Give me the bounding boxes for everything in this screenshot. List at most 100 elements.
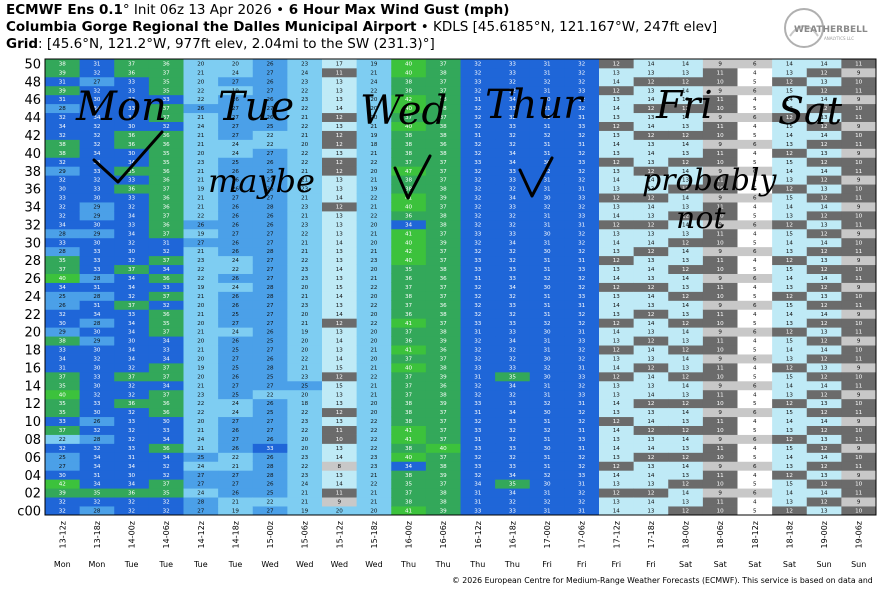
heatmap-cell xyxy=(114,336,150,346)
heatmap-cell xyxy=(668,76,704,87)
cell-value: 31 xyxy=(543,267,551,273)
cell-value: 34 xyxy=(128,321,136,327)
cell-value: 21 xyxy=(370,70,378,76)
cell-value: 27 xyxy=(266,106,274,112)
heatmap-cell xyxy=(564,166,600,176)
cell-value: 14 xyxy=(613,303,621,309)
heatmap-cell xyxy=(183,139,219,149)
heatmap-cell xyxy=(633,255,669,266)
cell-value: 13 xyxy=(613,267,621,273)
heatmap-cell xyxy=(460,255,496,266)
heatmap-cell xyxy=(252,112,288,122)
heatmap-cell xyxy=(772,336,808,346)
cell-value: 12 xyxy=(682,240,689,246)
cell-value: 26 xyxy=(59,303,67,309)
cell-value: 14 xyxy=(336,357,344,363)
cell-value: 37 xyxy=(59,428,67,434)
heatmap-cell xyxy=(252,479,288,489)
cell-value: 14 xyxy=(613,428,621,434)
heatmap-cell xyxy=(391,497,427,507)
heatmap-cell xyxy=(529,497,565,507)
heatmap-cell xyxy=(218,309,254,319)
heatmap-cell xyxy=(183,166,219,176)
heatmap-cell xyxy=(772,219,808,230)
cell-value: 33 xyxy=(474,446,482,452)
heatmap-cell xyxy=(322,211,358,221)
cell-value: 11 xyxy=(855,410,863,416)
heatmap-cell xyxy=(356,461,392,471)
cell-value: 32 xyxy=(474,205,481,211)
cell-value: 15 xyxy=(786,267,794,273)
heatmap-cell xyxy=(737,407,773,418)
heatmap-cell xyxy=(218,219,254,230)
heatmap-cell xyxy=(668,470,704,480)
heatmap-cell xyxy=(737,273,773,283)
cell-value: 30 xyxy=(59,321,67,327)
heatmap-cell xyxy=(495,363,531,373)
heatmap-cell xyxy=(218,76,254,87)
heatmap-cell xyxy=(218,282,254,292)
cell-value: 35 xyxy=(163,79,171,85)
cell-value: 14 xyxy=(336,482,344,488)
cell-value: 37 xyxy=(163,392,171,398)
header-line-2: Columbia Gorge Regional the Dalles Munic… xyxy=(6,19,766,36)
heatmap-cell xyxy=(599,470,635,480)
heatmap-cell xyxy=(564,121,600,131)
cell-value: 23 xyxy=(301,267,309,273)
heatmap-cell xyxy=(391,380,427,391)
cell-value: 19 xyxy=(370,133,378,139)
heatmap-cell xyxy=(737,291,773,301)
cell-value: 14 xyxy=(613,79,621,85)
heatmap-cell xyxy=(287,264,323,274)
cell-value: 21 xyxy=(370,348,378,354)
cell-value: 24 xyxy=(232,258,240,264)
heatmap-cell xyxy=(322,345,358,355)
cell-value: 26 xyxy=(232,303,240,309)
x-day-label: Tue xyxy=(228,560,243,569)
heatmap-cell xyxy=(841,282,877,292)
cell-value: 26 xyxy=(266,222,274,228)
heatmap-cell xyxy=(287,354,323,364)
heatmap-cell xyxy=(322,354,358,364)
heatmap-cell xyxy=(564,425,600,435)
heatmap-cell xyxy=(148,67,184,78)
cell-value: 13 xyxy=(682,205,690,211)
heatmap-cell xyxy=(772,354,808,364)
cell-value: 33 xyxy=(128,196,136,202)
heatmap-cell xyxy=(529,461,565,471)
cell-value: 32 xyxy=(578,410,585,416)
cell-value: 9 xyxy=(857,285,861,291)
heatmap-cell xyxy=(148,228,184,239)
cell-value: 32 xyxy=(59,500,66,506)
heatmap-cell xyxy=(702,255,738,266)
heatmap-cell xyxy=(806,434,842,444)
heatmap-cell xyxy=(841,425,877,435)
cell-value: 14 xyxy=(786,383,794,389)
heatmap-cell xyxy=(252,300,288,310)
cell-value: 31 xyxy=(474,276,482,282)
cell-value: 33 xyxy=(93,267,101,273)
cell-value: 12 xyxy=(786,473,793,479)
x-tick-label: 17-12z xyxy=(612,521,621,548)
heatmap-cell xyxy=(148,130,184,140)
cell-value: 14 xyxy=(820,276,828,282)
heatmap-cell xyxy=(564,237,600,248)
heatmap-cell xyxy=(495,318,531,328)
cell-value: 23 xyxy=(197,392,205,398)
heatmap-cell xyxy=(841,318,877,328)
heatmap-cell xyxy=(218,389,254,400)
heatmap-cell xyxy=(252,211,288,221)
cell-value: 13 xyxy=(647,437,655,443)
cell-value: 14 xyxy=(647,267,655,273)
heatmap-cell xyxy=(287,407,323,418)
heatmap-cell xyxy=(668,255,704,266)
heatmap-cell xyxy=(599,327,635,337)
heatmap-cell xyxy=(495,407,531,418)
heatmap-cell xyxy=(564,130,600,140)
cell-value: 38 xyxy=(59,151,67,157)
cell-value: 32 xyxy=(128,294,135,300)
cell-value: 22 xyxy=(370,446,377,452)
cell-value: 12 xyxy=(647,491,654,497)
heatmap-cell xyxy=(460,166,496,176)
cell-value: 20 xyxy=(197,321,205,327)
